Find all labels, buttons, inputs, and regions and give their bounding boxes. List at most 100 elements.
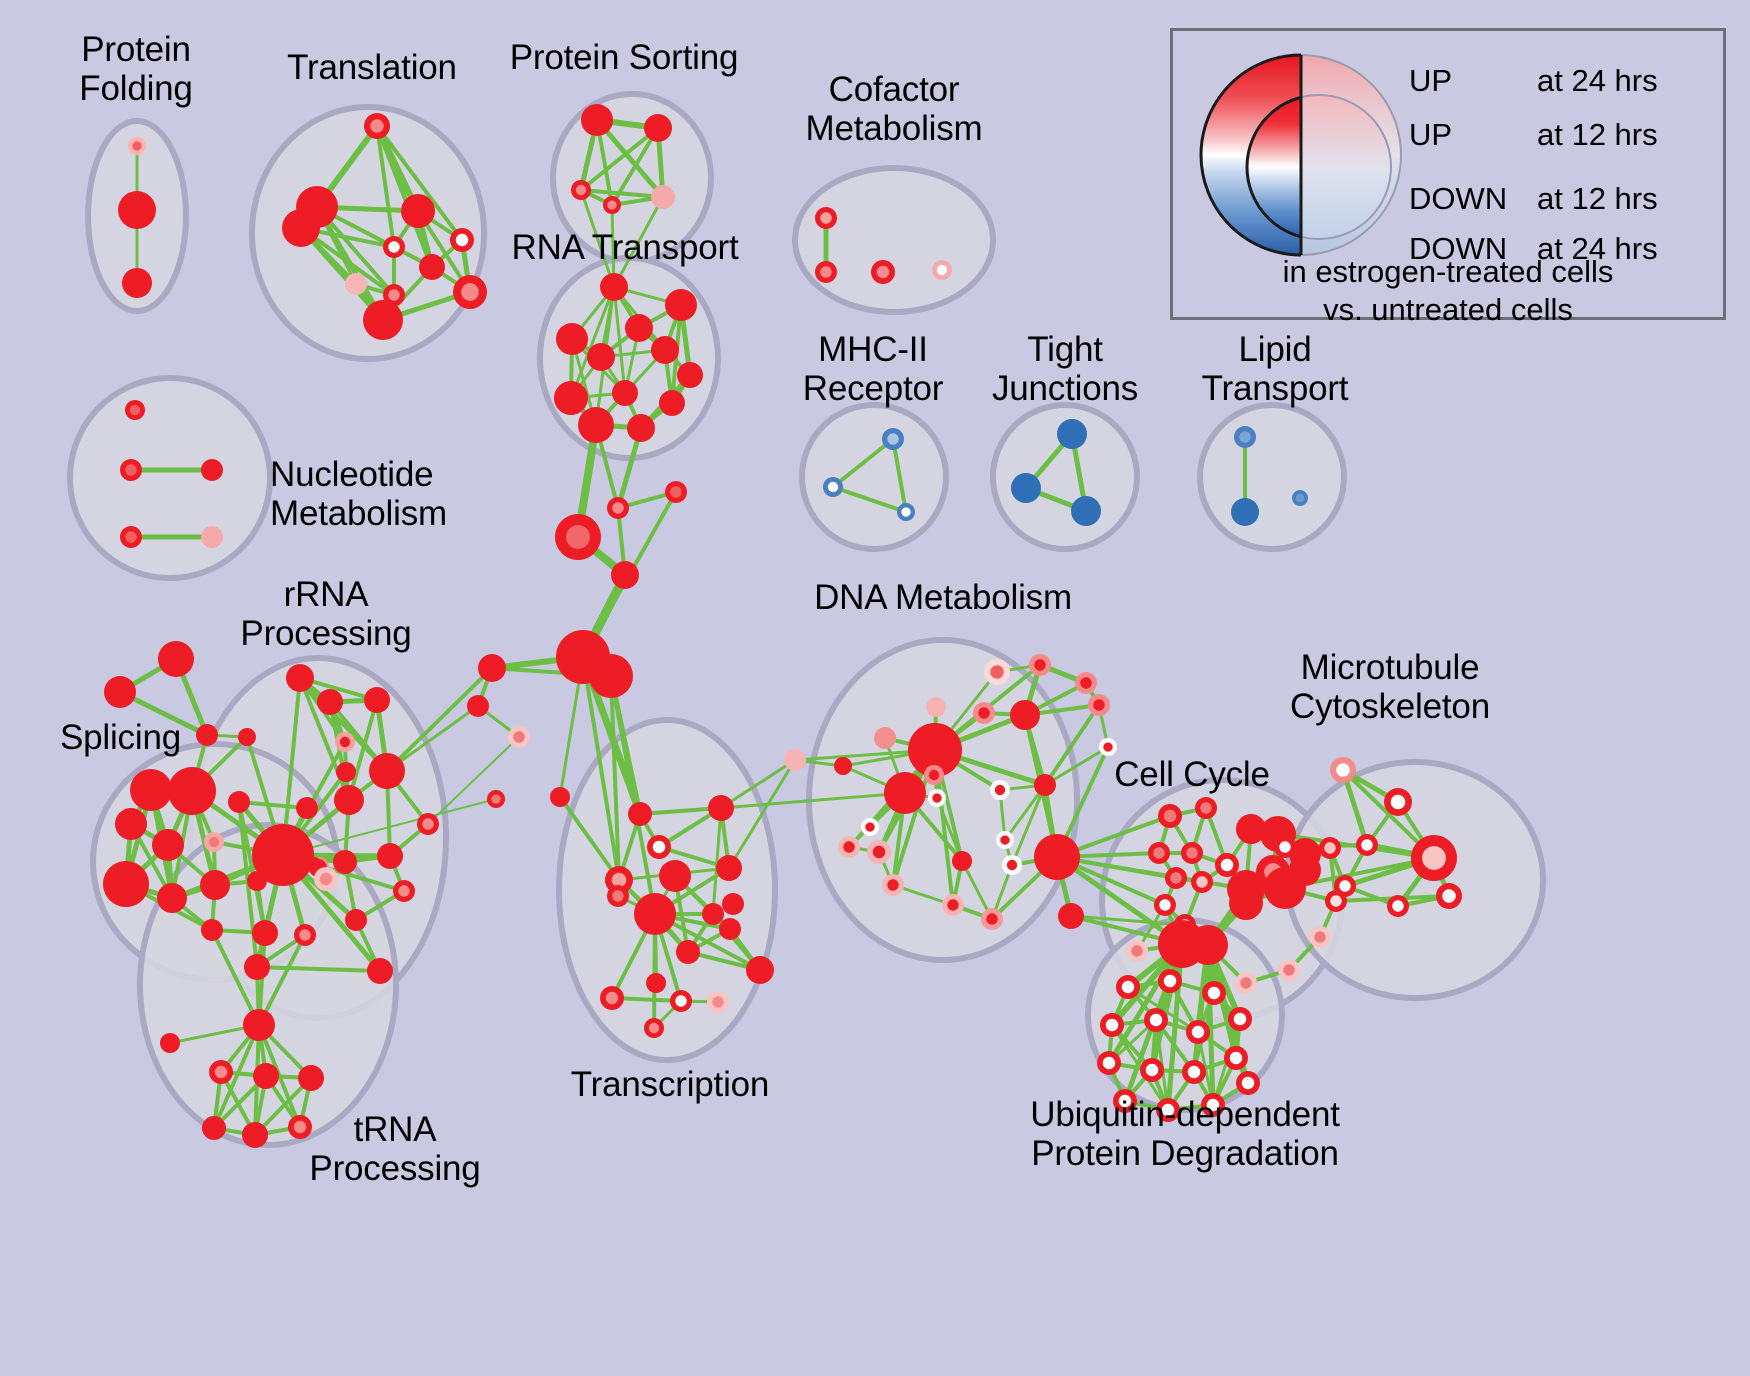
network-node[interactable] <box>1292 490 1308 506</box>
network-node[interactable] <box>746 956 774 984</box>
network-node[interactable] <box>716 855 742 881</box>
network-node[interactable] <box>369 753 405 789</box>
network-node[interactable] <box>874 727 896 749</box>
network-node[interactable] <box>158 641 194 677</box>
network-node[interactable] <box>1186 1020 1210 1044</box>
network-node[interactable] <box>707 991 729 1013</box>
network-node[interactable] <box>168 767 216 815</box>
network-node[interactable] <box>1195 797 1217 819</box>
network-node[interactable] <box>651 336 679 364</box>
network-node[interactable] <box>926 697 946 717</box>
network-node[interactable] <box>296 797 318 819</box>
network-node[interactable] <box>103 861 149 907</box>
network-node[interactable] <box>897 503 915 521</box>
network-node[interactable] <box>1215 853 1239 877</box>
network-node[interactable] <box>1334 875 1356 897</box>
network-node[interactable] <box>554 381 588 415</box>
network-node[interactable] <box>659 390 685 416</box>
network-node[interactable] <box>130 769 172 811</box>
network-node[interactable] <box>417 813 439 835</box>
network-node[interactable] <box>990 780 1010 800</box>
network-node[interactable] <box>1274 836 1296 858</box>
network-node[interactable] <box>200 870 230 900</box>
network-node[interactable] <box>201 526 223 548</box>
network-node[interactable] <box>334 785 364 815</box>
network-node[interactable] <box>118 191 156 229</box>
network-node[interactable] <box>625 314 653 342</box>
network-node[interactable] <box>314 867 338 891</box>
network-node[interactable] <box>115 808 147 840</box>
network-node[interactable] <box>607 885 629 907</box>
network-node[interactable] <box>882 428 904 450</box>
network-node[interactable] <box>157 883 187 913</box>
network-node[interactable] <box>973 702 995 724</box>
network-node[interactable] <box>336 762 356 782</box>
network-node[interactable] <box>1330 757 1356 783</box>
network-node[interactable] <box>419 254 445 280</box>
network-node[interactable] <box>377 843 403 869</box>
network-node[interactable] <box>612 380 638 406</box>
network-node[interactable] <box>646 973 666 993</box>
network-node[interactable] <box>1229 886 1263 920</box>
network-node[interactable] <box>651 185 675 209</box>
network-node[interactable] <box>1148 842 1170 864</box>
network-node[interactable] <box>487 790 505 808</box>
network-node[interactable] <box>644 1018 664 1038</box>
network-node[interactable] <box>1356 834 1378 856</box>
network-node[interactable] <box>581 104 613 136</box>
network-node[interactable] <box>882 874 904 896</box>
network-node[interactable] <box>286 664 314 692</box>
network-node[interactable] <box>815 207 837 229</box>
network-node[interactable] <box>1144 1008 1168 1032</box>
network-node[interactable] <box>942 894 964 916</box>
network-node[interactable] <box>1158 969 1182 993</box>
network-node[interactable] <box>1034 834 1080 880</box>
network-node[interactable] <box>1191 871 1213 893</box>
network-node[interactable] <box>1181 842 1203 864</box>
network-node[interactable] <box>383 236 405 258</box>
network-node[interactable] <box>1228 1007 1252 1031</box>
network-node[interactable] <box>600 986 624 1010</box>
network-node[interactable] <box>125 400 145 420</box>
network-node[interactable] <box>288 1115 312 1139</box>
network-node[interactable] <box>1309 926 1331 948</box>
network-node[interactable] <box>120 459 142 481</box>
network-node[interactable] <box>719 918 741 940</box>
network-node[interactable] <box>209 1060 233 1084</box>
network-node[interactable] <box>317 689 343 715</box>
network-node[interactable] <box>1075 672 1097 694</box>
network-node[interactable] <box>556 323 588 355</box>
network-node[interactable] <box>364 113 390 139</box>
network-node[interactable] <box>450 228 474 252</box>
network-node[interactable] <box>1034 774 1056 796</box>
network-node[interactable] <box>1236 814 1266 844</box>
network-node[interactable] <box>120 526 142 548</box>
network-node[interactable] <box>861 818 879 836</box>
network-node[interactable] <box>508 726 530 748</box>
network-node[interactable] <box>665 289 697 321</box>
network-node[interactable] <box>252 824 314 886</box>
network-node[interactable] <box>647 835 671 859</box>
network-node[interactable] <box>1010 700 1040 730</box>
network-node[interactable] <box>665 481 687 503</box>
network-node[interactable] <box>1029 654 1051 676</box>
network-node[interactable] <box>1097 1051 1121 1075</box>
network-node[interactable] <box>1201 1093 1225 1117</box>
network-node[interactable] <box>1088 694 1110 716</box>
network-node[interactable] <box>1231 498 1259 526</box>
network-node[interactable] <box>996 831 1014 849</box>
network-node[interactable] <box>202 1116 226 1140</box>
network-node[interactable] <box>571 180 591 200</box>
network-node[interactable] <box>677 362 703 388</box>
network-node[interactable] <box>104 676 136 708</box>
network-node[interactable] <box>1387 895 1409 917</box>
network-node[interactable] <box>867 840 891 864</box>
network-node[interactable] <box>1165 867 1187 889</box>
network-node[interactable] <box>247 871 267 891</box>
network-node[interactable] <box>1224 1046 1248 1070</box>
network-node[interactable] <box>628 802 652 826</box>
network-node[interactable] <box>550 787 570 807</box>
network-node[interactable] <box>932 260 952 280</box>
network-node[interactable] <box>928 789 946 807</box>
network-node[interactable] <box>345 909 367 931</box>
